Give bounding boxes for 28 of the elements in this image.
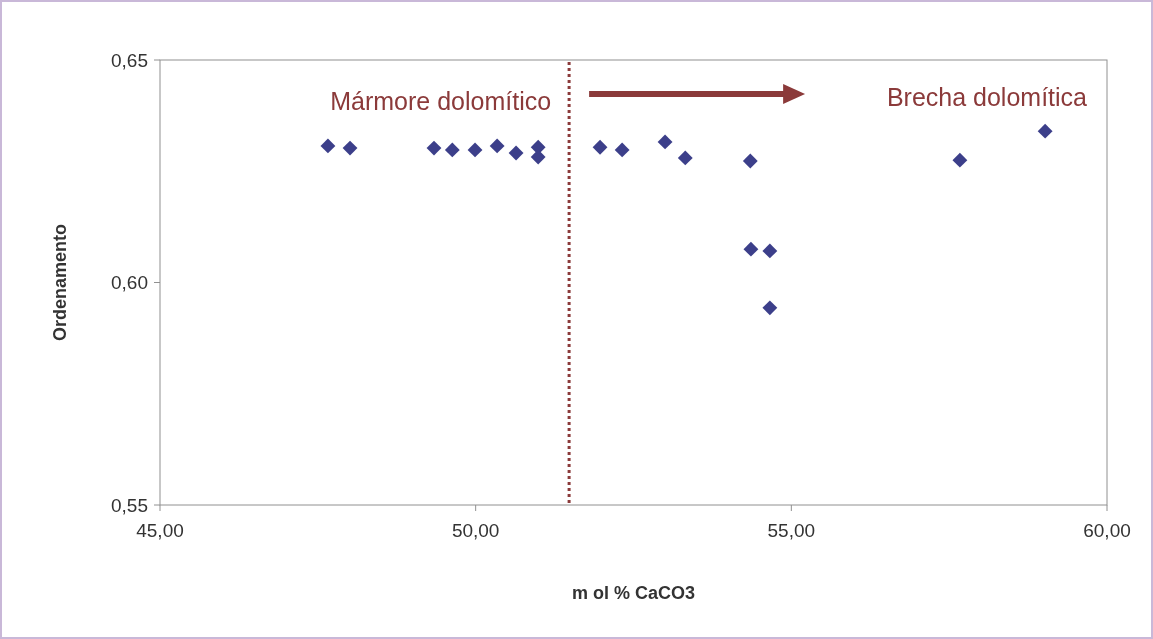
point	[952, 152, 968, 168]
y-tick-label: 0,65	[111, 49, 148, 71]
x-tick-label: 45,00	[136, 520, 184, 541]
point	[762, 300, 778, 316]
point	[743, 241, 759, 257]
x-tick-label: 50,00	[451, 520, 500, 541]
point	[508, 145, 524, 161]
point	[444, 142, 460, 158]
point	[342, 140, 358, 156]
x-axis-title: m ol % CaCO3	[571, 583, 696, 603]
y-tick-label: 0,60	[111, 272, 148, 294]
point	[762, 243, 778, 259]
point	[657, 134, 673, 150]
y-tick-label: 0,55	[111, 494, 148, 516]
point	[742, 153, 758, 169]
point	[677, 150, 693, 166]
point	[592, 139, 608, 155]
annotation: Brecha dolomítica	[886, 83, 1088, 111]
y-axis-title: Ordenamento	[50, 223, 70, 342]
x-tick-label: 60,00	[1083, 520, 1131, 541]
point	[467, 142, 483, 158]
point	[426, 140, 442, 156]
point	[489, 138, 505, 154]
annotation: Mármore dolomítico	[330, 87, 552, 115]
point	[1037, 123, 1053, 139]
x-tick-label: 55,00	[767, 520, 816, 541]
point	[614, 142, 630, 158]
point	[320, 138, 336, 154]
